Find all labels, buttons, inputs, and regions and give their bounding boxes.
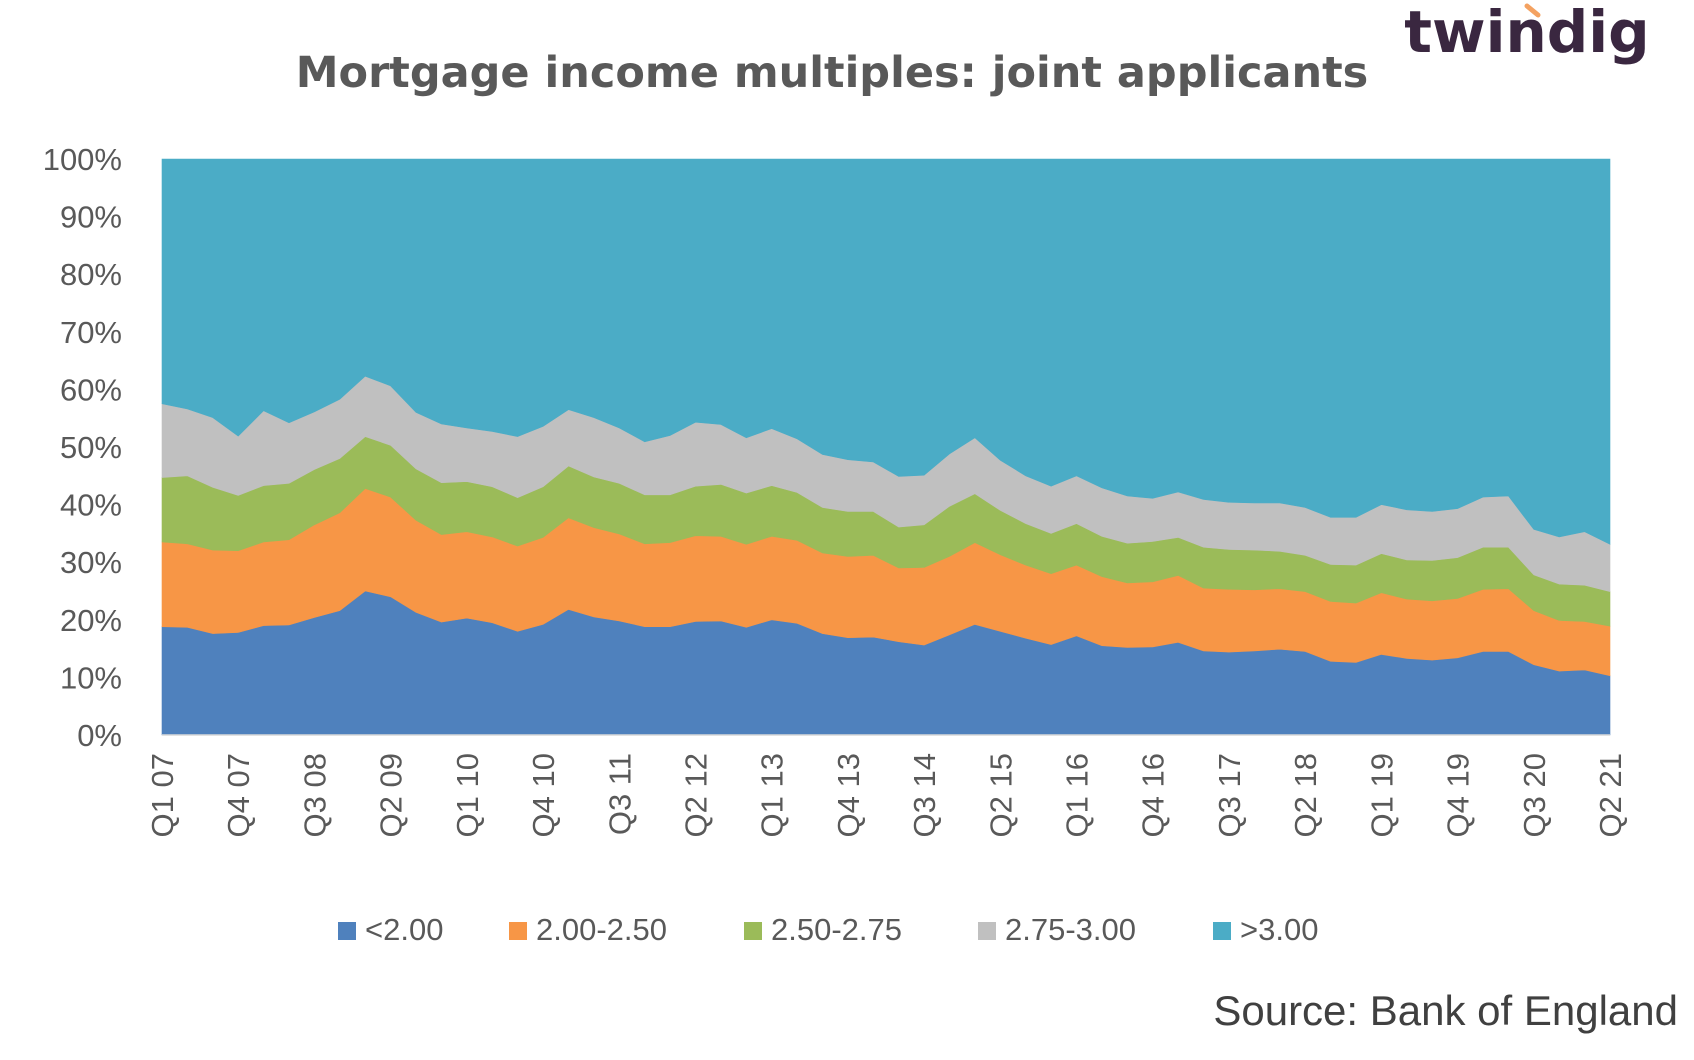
x-tick-label: Q3 17 bbox=[1212, 753, 1247, 837]
legend-swatch-1 bbox=[338, 922, 356, 940]
legend-swatch-5 bbox=[1213, 922, 1231, 940]
legend: <2.00 2.00-2.50 2.50-2.75 2.75-3.00 >3.00 bbox=[338, 912, 1318, 947]
twindig-logo: twindig bbox=[1404, 0, 1649, 66]
x-tick-label: Q2 12 bbox=[678, 753, 713, 837]
y-tick-label: 50% bbox=[60, 430, 122, 465]
plot-area bbox=[161, 158, 1611, 736]
y-axis: 0% 10% 20% 30% 40% 50% 60% 70% 80% 90% 100% bbox=[43, 142, 122, 753]
x-tick-label: Q1 19 bbox=[1364, 753, 1399, 837]
legend-swatch-4 bbox=[978, 922, 996, 940]
x-tick-label: Q1 10 bbox=[450, 753, 485, 837]
y-tick-label: 80% bbox=[60, 257, 122, 292]
x-tick-label: Q3 14 bbox=[907, 753, 942, 837]
x-axis: Q1 07 Q4 07 Q3 08 Q2 09 Q1 10 Q4 10 Q3 11 Q2 12… bbox=[145, 734, 1628, 837]
x-tick-label: Q4 19 bbox=[1441, 753, 1476, 837]
chart-title: Mortgage income multiples: joint applica… bbox=[296, 48, 1369, 98]
x-tick-label: Q4 13 bbox=[831, 753, 866, 837]
x-tick-label: Q4 10 bbox=[526, 753, 561, 837]
x-tick-label: Q1 07 bbox=[145, 753, 180, 837]
x-tick-label: Q1 16 bbox=[1060, 753, 1095, 837]
x-tick-label: Q2 21 bbox=[1593, 753, 1628, 837]
x-tick-label: Q4 07 bbox=[221, 753, 256, 837]
y-tick-label: 100% bbox=[43, 142, 122, 177]
legend-label-3: 2.50-2.75 bbox=[771, 912, 902, 947]
x-tick-label: Q2 18 bbox=[1288, 753, 1323, 837]
legend-label-5: >3.00 bbox=[1240, 912, 1318, 947]
x-tick-label: Q3 11 bbox=[602, 753, 637, 835]
legend-label-1: <2.00 bbox=[365, 912, 443, 947]
legend-swatch-3 bbox=[744, 922, 762, 940]
legend-swatch-2 bbox=[509, 922, 527, 940]
y-tick-label: 60% bbox=[60, 372, 122, 407]
legend-label-2: 2.00-2.50 bbox=[536, 912, 667, 947]
logo-text: twindig bbox=[1404, 0, 1649, 66]
y-tick-label: 30% bbox=[60, 545, 122, 580]
x-tick-label: Q1 13 bbox=[755, 753, 790, 837]
y-tick-label: 10% bbox=[60, 660, 122, 695]
y-tick-label: 0% bbox=[77, 718, 122, 753]
y-tick-label: 70% bbox=[60, 315, 122, 350]
x-tick-label: Q2 09 bbox=[374, 753, 409, 837]
x-tick-label: Q2 15 bbox=[983, 753, 1018, 837]
x-tick-label: Q4 16 bbox=[1136, 753, 1171, 837]
y-tick-label: 20% bbox=[60, 603, 122, 638]
x-tick-label: Q3 08 bbox=[297, 753, 332, 837]
legend-label-4: 2.75-3.00 bbox=[1005, 912, 1136, 947]
area-series-5 bbox=[161, 158, 1611, 545]
x-tick-label: Q3 20 bbox=[1517, 753, 1552, 837]
source-note: Source: Bank of England bbox=[1213, 987, 1678, 1034]
logo-accent-roof bbox=[1524, 3, 1541, 18]
y-tick-label: 90% bbox=[60, 200, 122, 235]
y-tick-label: 40% bbox=[60, 488, 122, 523]
